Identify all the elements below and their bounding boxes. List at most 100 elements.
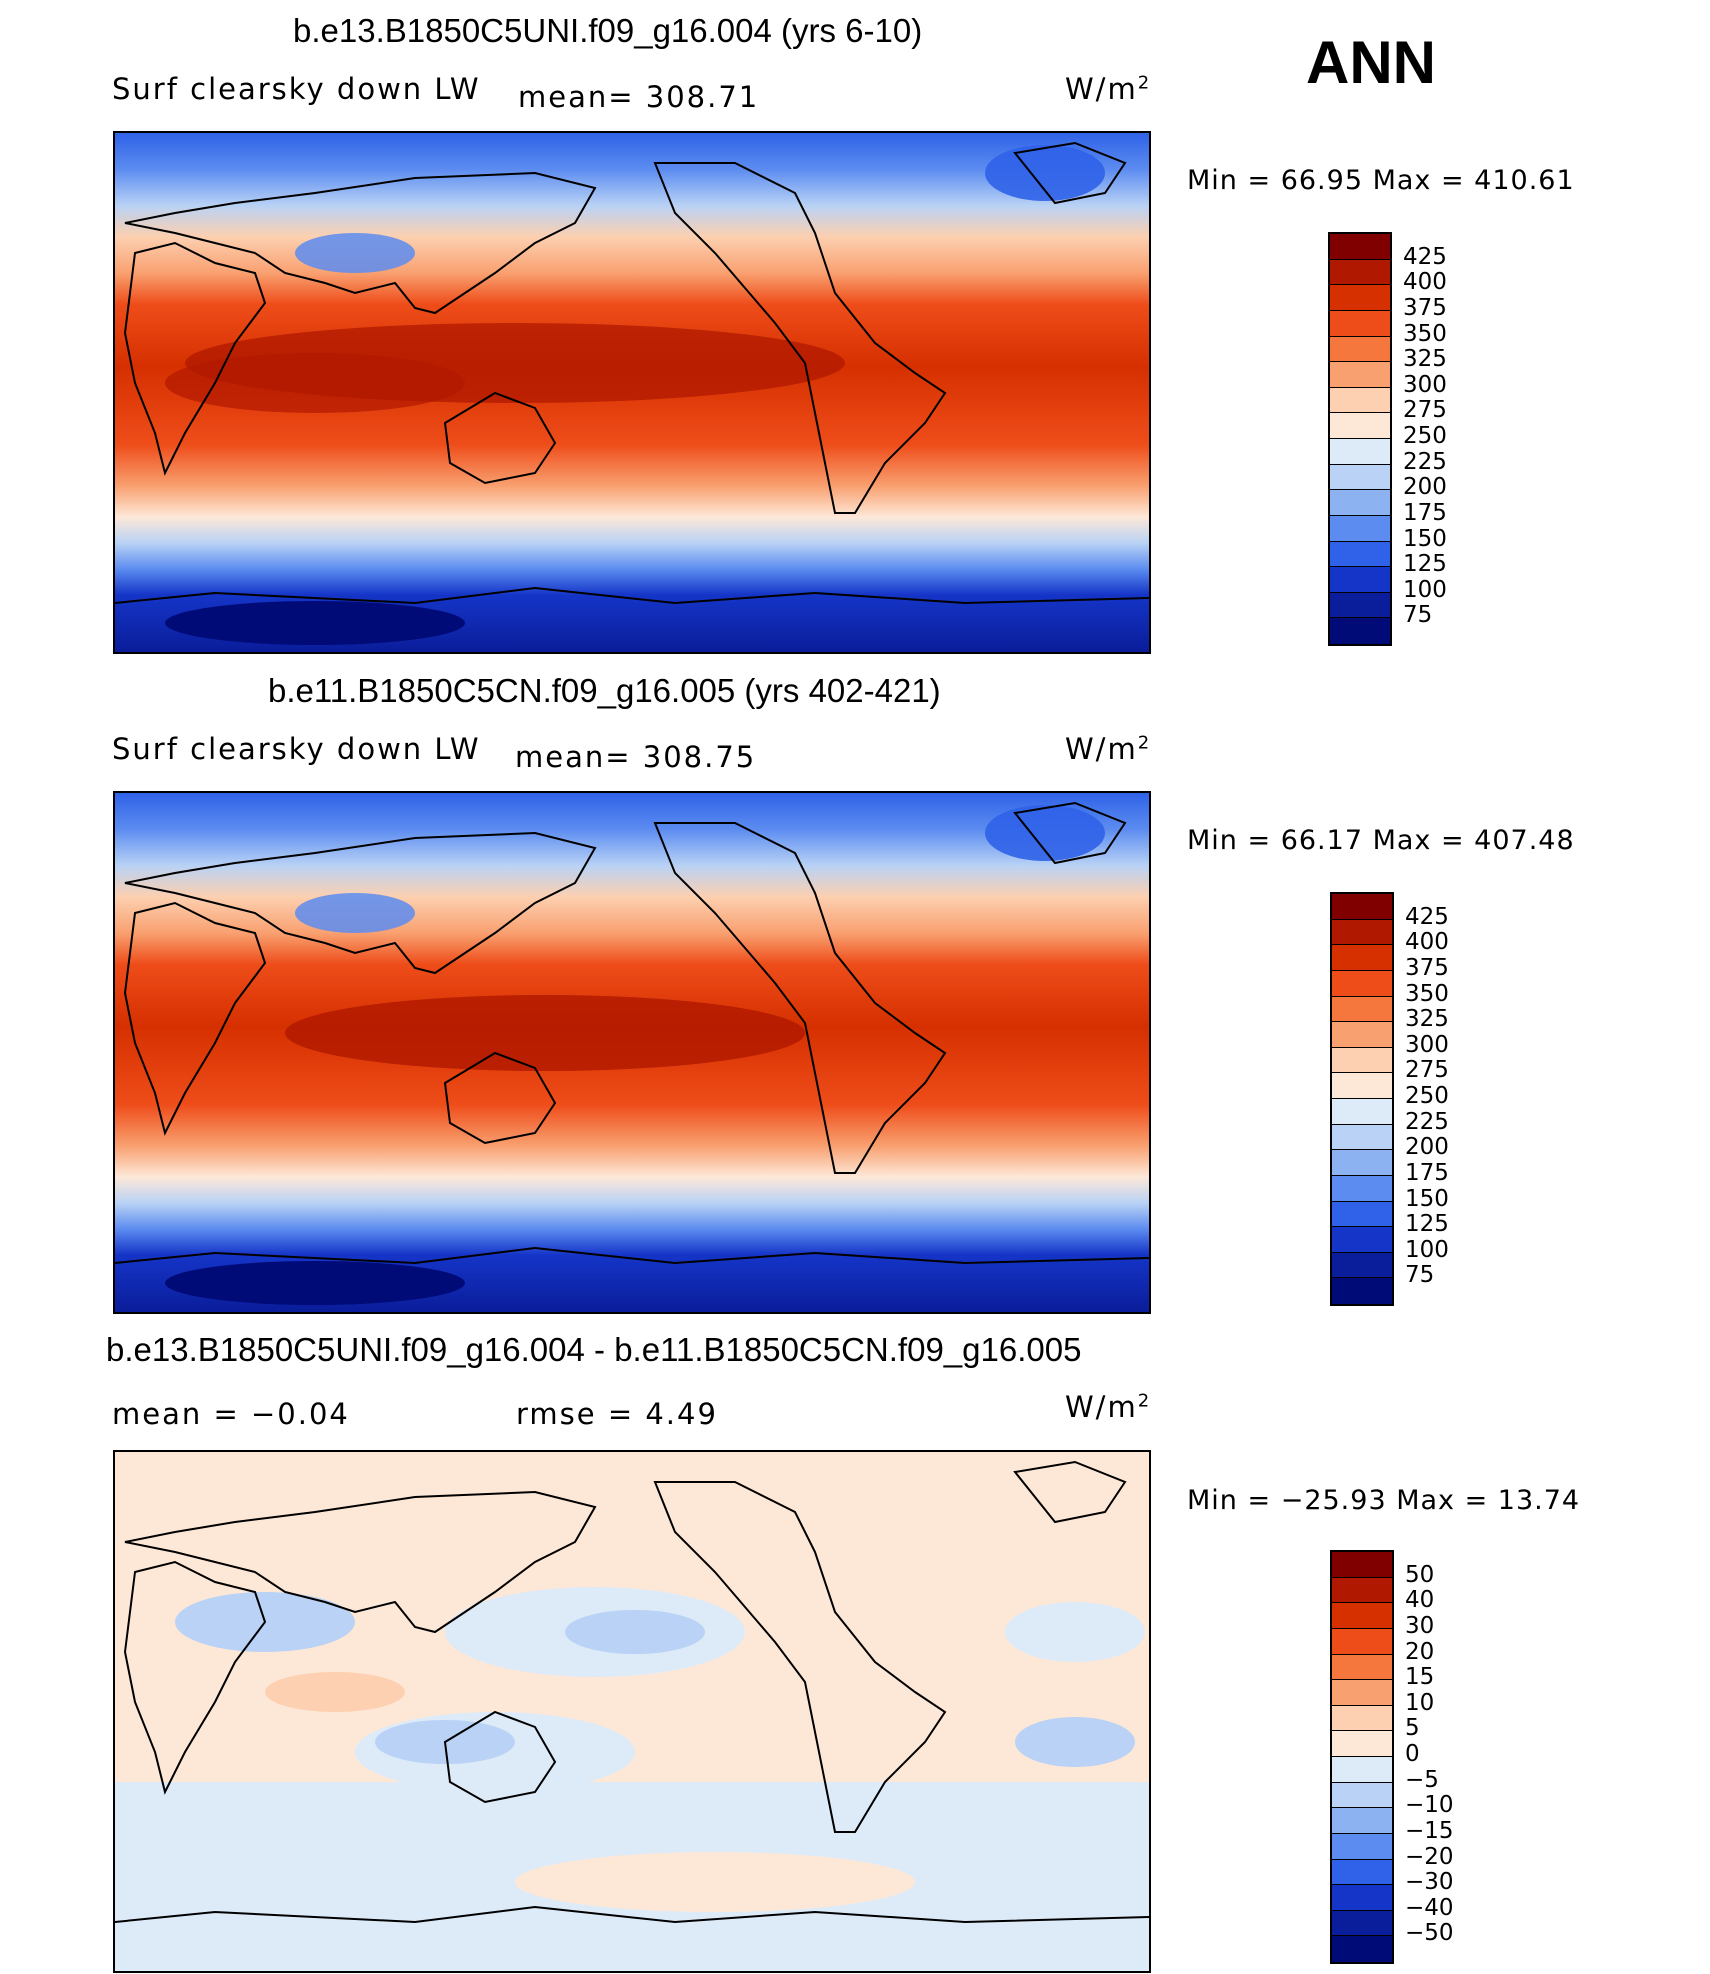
panel3-units: W/m2	[1065, 1390, 1152, 1424]
colorbar-swatch	[1332, 1910, 1392, 1937]
colorbar-swatch	[1332, 1859, 1392, 1886]
panel1-colorbar	[1328, 232, 1392, 646]
panel3-rmse: rmse = 4.49	[516, 1397, 718, 1431]
colorbar-tick-label: 325	[1405, 1006, 1449, 1033]
colorbar-swatch	[1332, 1073, 1392, 1099]
colorbar-swatch	[1332, 1705, 1392, 1732]
colorbar-swatch	[1330, 439, 1390, 465]
colorbar-tick-label: 125	[1403, 551, 1447, 578]
panel2-subtitle: Surf clearsky down LW	[112, 732, 481, 766]
colorbar-swatch	[1332, 894, 1392, 920]
panel2-colorbar	[1330, 892, 1394, 1306]
colorbar-tick-label: 100	[1403, 576, 1447, 603]
colorbar-tick-label: 0	[1405, 1741, 1420, 1767]
colorbar-tick-label: 300	[1405, 1031, 1449, 1058]
colorbar-swatch	[1332, 945, 1392, 971]
colorbar-tick-label: 15	[1405, 1664, 1435, 1691]
colorbar-swatch	[1332, 1654, 1392, 1681]
colorbar-tick-label: 400	[1405, 929, 1449, 956]
colorbar-tick-label: 200	[1405, 1134, 1449, 1161]
colorbar-tick-label: −50	[1405, 1920, 1454, 1947]
colorbar-swatch	[1330, 618, 1390, 644]
panel1-map	[113, 131, 1151, 654]
colorbar-tick-label: −10	[1405, 1792, 1454, 1819]
colorbar-swatch	[1330, 541, 1390, 568]
colorbar-tick-label: −5	[1405, 1766, 1439, 1793]
colorbar-swatch	[1332, 996, 1392, 1023]
colorbar-swatch	[1330, 234, 1390, 260]
panel2-map	[113, 791, 1151, 1314]
colorbar-tick-label: 325	[1403, 346, 1447, 373]
panel2-units: W/m2	[1065, 732, 1152, 766]
colorbar-tick-label: −40	[1405, 1894, 1454, 1921]
colorbar-tick-label: 350	[1405, 980, 1449, 1007]
colorbar-swatch	[1330, 310, 1390, 337]
panel2-title: b.e11.B1850C5CN.f09_g16.005 (yrs 402-421…	[268, 672, 941, 709]
colorbar-swatch	[1332, 1047, 1392, 1074]
panel1-title: b.e13.B1850C5UNI.f09_g16.004 (yrs 6-10)	[293, 12, 923, 49]
colorbar-swatch	[1330, 387, 1390, 414]
colorbar-tick-label: 400	[1403, 269, 1447, 296]
colorbar-tick-label: 250	[1405, 1083, 1449, 1109]
panel1-map-plot	[115, 133, 1149, 652]
colorbar-swatch	[1332, 1936, 1392, 1962]
colorbar-swatch	[1330, 336, 1390, 363]
panel3-map	[113, 1450, 1151, 1973]
colorbar-tick-label: 75	[1403, 602, 1433, 629]
colorbar-swatch	[1332, 1175, 1392, 1202]
colorbar-swatch	[1332, 1552, 1392, 1578]
panel3-map-plot	[115, 1452, 1149, 1971]
colorbar-swatch	[1332, 1099, 1392, 1125]
colorbar-tick-label: 40	[1405, 1587, 1435, 1614]
colorbar-tick-label: 75	[1405, 1262, 1435, 1289]
colorbar-tick-label: 100	[1405, 1236, 1449, 1263]
colorbar-tick-label: 150	[1403, 525, 1447, 552]
colorbar-swatch	[1330, 362, 1390, 388]
colorbar-tick-label: 30	[1405, 1612, 1435, 1639]
colorbar-swatch	[1332, 1252, 1392, 1279]
colorbar-swatch	[1330, 259, 1390, 286]
panel2-mean: mean= 308.75	[515, 740, 757, 774]
panel3-mean: mean = −0.04	[112, 1397, 350, 1431]
colorbar-swatch	[1332, 970, 1392, 997]
panel3-minmax: Min = −25.93 Max = 13.74	[1187, 1485, 1581, 1516]
colorbar-swatch	[1330, 490, 1390, 516]
colorbar-swatch	[1330, 464, 1390, 491]
panel3-title: b.e13.B1850C5UNI.f09_g16.004 - b.e11.B18…	[106, 1331, 1082, 1368]
colorbar-swatch	[1330, 592, 1390, 619]
colorbar-tick-label: 425	[1403, 243, 1447, 270]
colorbar-swatch	[1332, 1577, 1392, 1604]
colorbar-tick-label: 275	[1403, 397, 1447, 424]
colorbar-tick-label: 425	[1405, 903, 1449, 930]
colorbar-swatch	[1332, 1808, 1392, 1834]
colorbar-swatch	[1332, 1150, 1392, 1176]
panel1-mean: mean= 308.71	[518, 80, 760, 114]
colorbar-tick-label: −15	[1405, 1817, 1454, 1844]
colorbar-swatch	[1332, 1227, 1392, 1253]
panel1-minmax: Min = 66.95 Max = 410.61	[1187, 165, 1575, 196]
colorbar-swatch	[1332, 1278, 1392, 1304]
colorbar-tick-label: 50	[1405, 1561, 1435, 1588]
colorbar-tick-label: −20	[1405, 1843, 1454, 1870]
colorbar-tick-label: 225	[1403, 448, 1447, 475]
colorbar-swatch	[1330, 285, 1390, 311]
colorbar-tick-label: 175	[1403, 499, 1447, 526]
panel1-units: W/m2	[1065, 72, 1152, 106]
colorbar-swatch	[1332, 1680, 1392, 1706]
colorbar-swatch	[1332, 919, 1392, 946]
colorbar-tick-label: 375	[1403, 294, 1447, 321]
colorbar-swatch	[1332, 1885, 1392, 1911]
panel1-subtitle: Surf clearsky down LW	[112, 72, 481, 106]
colorbar-tick-label: −30	[1405, 1869, 1454, 1896]
colorbar-swatch	[1330, 413, 1390, 439]
colorbar-swatch	[1332, 1757, 1392, 1783]
colorbar-tick-label: 175	[1405, 1159, 1449, 1186]
colorbar-swatch	[1330, 567, 1390, 593]
colorbar-swatch	[1330, 515, 1390, 542]
colorbar-tick-label: 225	[1405, 1108, 1449, 1135]
colorbar-tick-label: 125	[1405, 1211, 1449, 1238]
colorbar-swatch	[1332, 1201, 1392, 1228]
colorbar-tick-label: 350	[1403, 320, 1447, 347]
colorbar-tick-label: 5	[1405, 1715, 1420, 1742]
colorbar-swatch	[1332, 1022, 1392, 1048]
